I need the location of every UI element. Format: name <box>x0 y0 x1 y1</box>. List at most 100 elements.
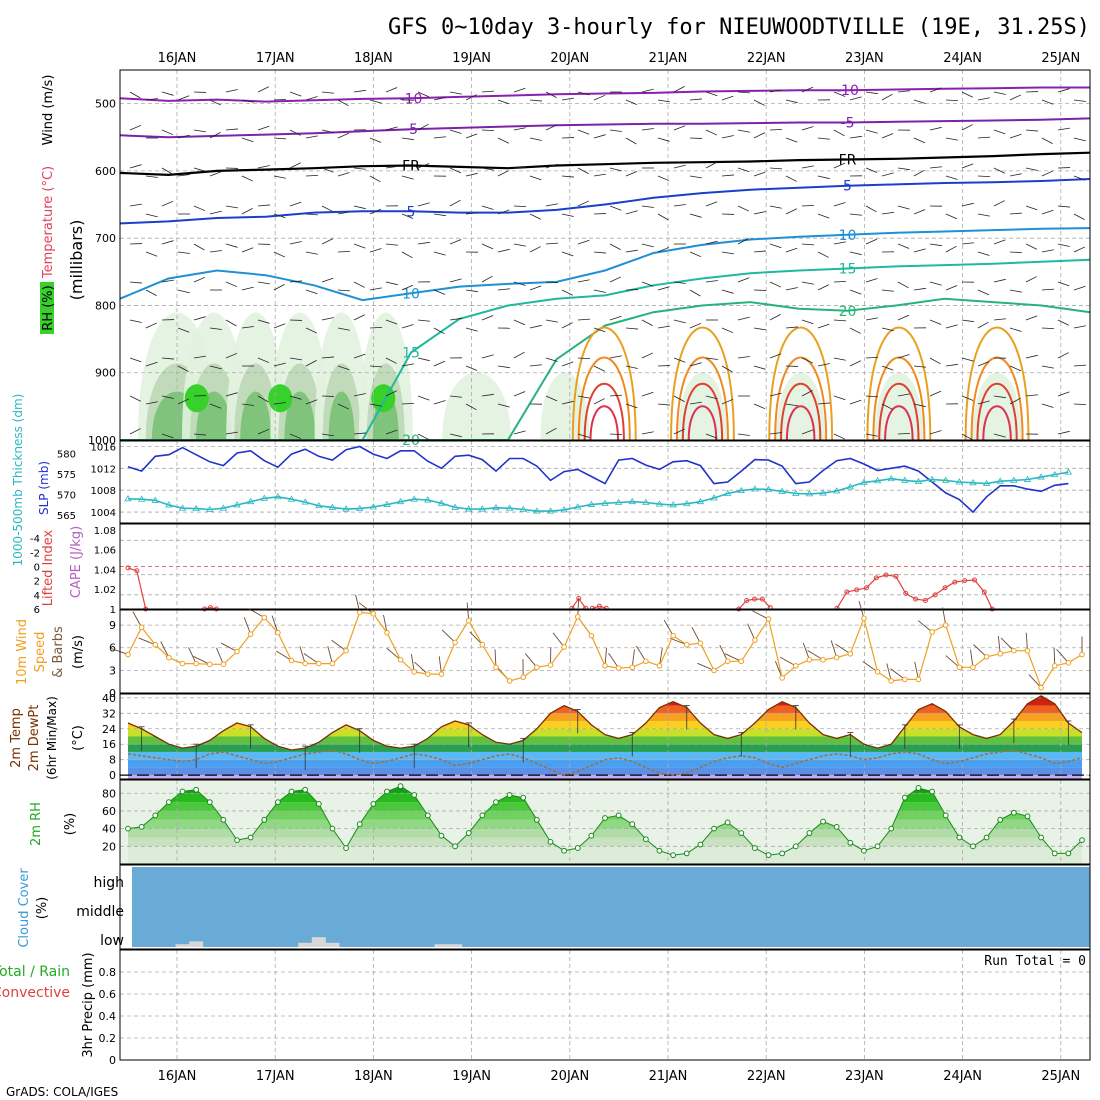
wind-speed-marker <box>956 664 963 671</box>
wind-speed-marker <box>629 664 636 671</box>
wind-barb <box>161 357 174 360</box>
wind-barb <box>449 395 462 398</box>
wind-speed-marker <box>997 650 1004 657</box>
thickness-marker <box>887 474 895 482</box>
wind-barb <box>449 199 461 207</box>
wind-barb <box>881 403 893 410</box>
cloud-level-label: low <box>100 933 124 949</box>
rh-marker <box>929 788 935 795</box>
temp-y-tick-label: 0 <box>109 769 116 782</box>
cloud-level-label: high <box>93 875 124 891</box>
wind-barb <box>465 94 477 101</box>
wind-barb <box>193 355 206 359</box>
wind-barb <box>897 243 910 249</box>
wind-barb <box>552 632 565 648</box>
wind-barb <box>369 365 382 368</box>
wind-barb <box>449 433 462 438</box>
wind-barb <box>1041 327 1055 330</box>
wind-barb <box>609 433 623 436</box>
wind-barb <box>721 365 733 373</box>
wind-barb <box>817 251 829 258</box>
contour-label: FR <box>402 159 420 175</box>
wind-barb <box>577 318 590 321</box>
wind-barb <box>577 357 591 360</box>
rh-y-tick-label: 60 <box>102 805 116 818</box>
temp-band <box>128 751 1082 760</box>
wind-barb <box>849 399 862 405</box>
warm-contour <box>675 356 730 441</box>
rh-marker <box>533 816 540 823</box>
wind-barb <box>331 639 347 652</box>
wind-barb <box>625 403 638 409</box>
wind-barb <box>641 431 654 435</box>
wind-barb <box>465 327 478 332</box>
wind-barb <box>1009 173 1022 177</box>
slp-y-tick-label: 1008 <box>91 486 116 497</box>
wind-barb <box>1009 133 1022 139</box>
wind-y-tick-label: 0 <box>109 687 116 700</box>
wind-barb <box>747 623 756 641</box>
thickness-marker <box>955 478 964 485</box>
wind-barb <box>414 661 429 675</box>
wind-barb <box>881 93 893 101</box>
wind-barb <box>753 171 766 177</box>
wind-speed-marker <box>602 663 608 669</box>
wind-barb <box>257 204 270 207</box>
wind-barb <box>337 211 350 215</box>
wind-barb <box>1025 129 1038 132</box>
wind-barb <box>1041 137 1053 144</box>
wind-barb <box>353 281 365 288</box>
warm-contour <box>768 326 834 441</box>
wind-barb <box>865 356 879 359</box>
thick-frame <box>119 440 1091 524</box>
wind-barb <box>417 433 429 440</box>
thickness-marker <box>124 495 132 502</box>
wind-barb <box>215 647 224 665</box>
wind-barb <box>753 132 765 139</box>
wind-speed-marker <box>574 613 581 620</box>
wind-barb <box>945 655 960 668</box>
wind-barb <box>417 319 430 322</box>
wind-speed-marker <box>1038 684 1044 691</box>
wind-speed-marker <box>942 622 949 628</box>
thickness-marker <box>751 485 759 492</box>
wind-barb <box>209 132 221 139</box>
thickness-marker <box>396 497 405 505</box>
wind-barb <box>897 167 910 171</box>
wind-barb <box>897 205 910 210</box>
wind-barb <box>1073 246 1086 253</box>
wind-barb <box>993 433 1006 438</box>
wind-barb <box>513 430 526 435</box>
top-date-axis: 16JAN 17JAN 18JAN 19JAN 20JAN 21JAN 22JAN 23JAN… <box>158 51 1081 66</box>
wind-barb <box>257 125 270 131</box>
wind-barb <box>737 433 750 436</box>
wind-barb <box>657 175 670 182</box>
rh-marker <box>302 786 309 793</box>
wind-barb <box>1073 213 1085 220</box>
rh-marker <box>370 800 377 807</box>
thickness-marker <box>192 504 200 512</box>
li-marker <box>134 568 140 574</box>
wind-barb <box>1025 315 1038 321</box>
li-marker <box>893 573 899 579</box>
rh-legend-swatch <box>40 282 54 334</box>
wind-barb <box>481 354 494 359</box>
wind-barb <box>433 327 445 335</box>
wind-barb <box>273 251 286 258</box>
contour-label: -5 <box>404 122 418 138</box>
wind-label-d: (m/s) <box>71 635 86 669</box>
wind-barb <box>145 322 158 329</box>
wind-barb <box>705 280 718 283</box>
wind-barb <box>1057 319 1069 326</box>
thickness-marker <box>274 492 282 500</box>
rh-marker <box>942 812 949 819</box>
wind-barb <box>303 653 320 664</box>
wind-barb <box>129 203 142 207</box>
wind-barb <box>785 137 798 143</box>
li-marker <box>125 565 131 571</box>
rh-marker <box>861 847 867 854</box>
wind-barb <box>353 353 366 359</box>
wind-barb <box>657 213 669 221</box>
wind-speed-marker <box>1065 660 1072 666</box>
wind-barb <box>689 362 702 367</box>
